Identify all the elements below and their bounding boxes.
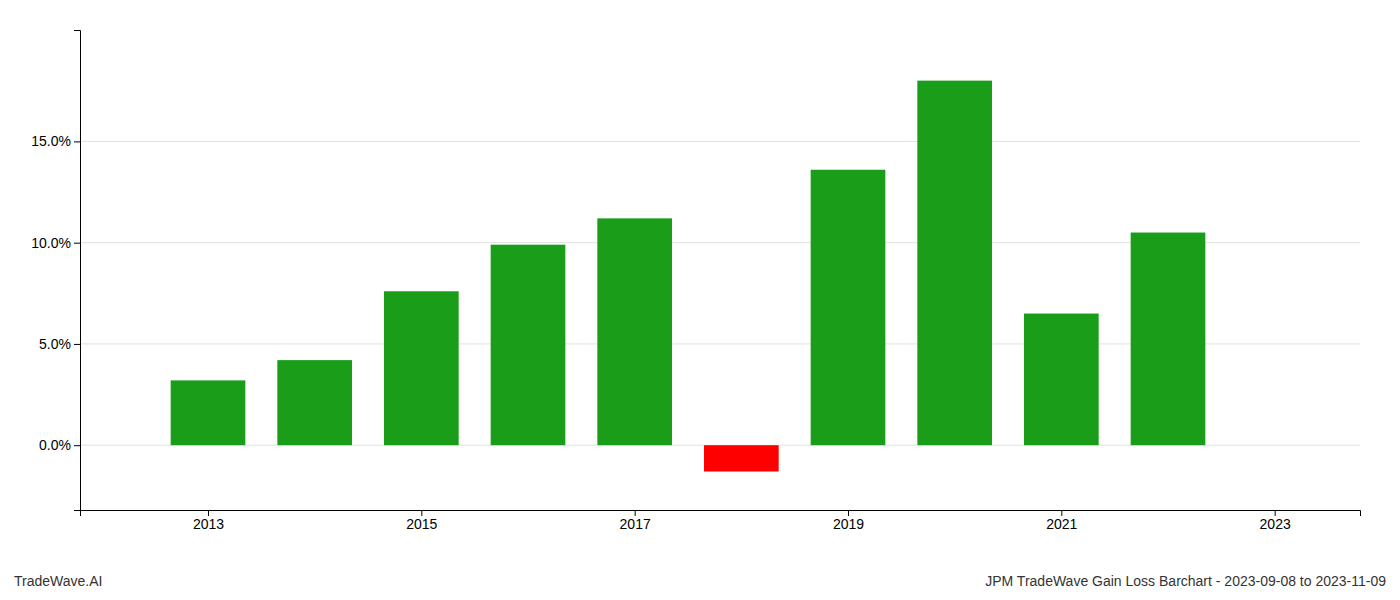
bar — [277, 360, 352, 445]
bar — [704, 445, 779, 471]
y-tick-mark — [74, 445, 80, 446]
grid — [80, 141, 1360, 445]
x-tick-label: 2021 — [1046, 516, 1077, 532]
x-tick: 2019 — [833, 510, 864, 532]
bar — [1024, 314, 1099, 446]
x-tick-label: 2017 — [620, 516, 651, 532]
y-tick-mark — [74, 344, 80, 345]
bars — [171, 81, 1206, 472]
y-tick: 5.0% — [39, 336, 80, 352]
x-tick: 2017 — [620, 510, 651, 532]
y-axis-line — [74, 31, 81, 511]
x-tick-label: 2019 — [833, 516, 864, 532]
title: JPM TradeWave Gain Loss Barchart - 2023-… — [985, 573, 1386, 589]
bar — [491, 245, 566, 446]
chart: 2013 2015 2017 2019 2021 2023 0.0% 5.0% 10.0% 15.… — [0, 0, 1400, 600]
annotation: TradeWave.AI — [14, 573, 102, 589]
grid-line — [80, 141, 1360, 142]
y-tick-label: 15.0% — [31, 133, 71, 149]
bar — [917, 81, 992, 446]
y-tick-mark — [74, 243, 80, 244]
y-tick-label: 0.0% — [39, 437, 71, 453]
y-tick-mark — [74, 141, 80, 142]
x-tick: 2023 — [1260, 510, 1291, 532]
x-tick: 2015 — [406, 510, 437, 532]
bar — [1131, 233, 1206, 446]
y-tick: 15.0% — [31, 133, 80, 149]
bar — [384, 291, 459, 445]
bar — [811, 170, 886, 445]
x-tick-label: 2015 — [406, 516, 437, 532]
x-tick: 2013 — [193, 510, 224, 532]
x-tick-label: 2023 — [1260, 516, 1291, 532]
x-axis-line — [81, 511, 1361, 517]
y-axis: 0.0% 5.0% 10.0% 15.0% — [31, 31, 80, 511]
x-tick-label: 2013 — [193, 516, 224, 532]
bar — [171, 380, 246, 445]
x-tick: 2021 — [1046, 510, 1077, 532]
y-tick: 10.0% — [31, 235, 80, 251]
y-tick: 0.0% — [39, 437, 80, 453]
y-tick-label: 5.0% — [39, 336, 71, 352]
y-tick-label: 10.0% — [31, 235, 71, 251]
bar — [597, 218, 672, 445]
x-axis: 2013 2015 2017 2019 2021 2023 — [81, 510, 1361, 532]
